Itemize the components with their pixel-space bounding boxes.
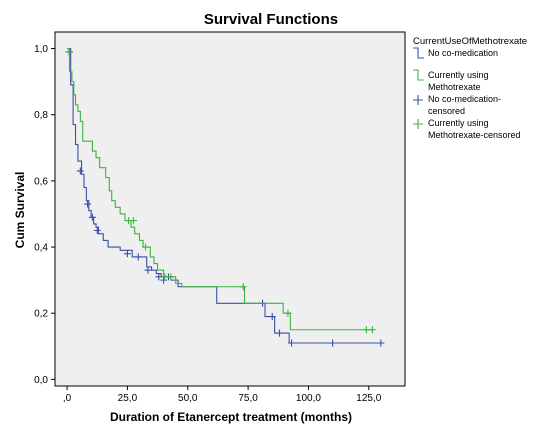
y-tick-label: 1,0 xyxy=(34,44,48,55)
x-tick-label: 25,0 xyxy=(118,393,138,404)
censor-mark-0 xyxy=(123,250,131,258)
legend-label: Methotrexate-censored xyxy=(428,130,521,140)
censor-mark-0 xyxy=(76,167,84,175)
censor-mark-0 xyxy=(329,339,337,347)
y-tick-label: 0,0 xyxy=(34,375,48,386)
legend-label: Currently using xyxy=(428,118,489,128)
censor-mark-0 xyxy=(377,339,385,347)
censor-mark-0 xyxy=(93,227,101,235)
y-tick-label: 0,4 xyxy=(34,243,48,254)
censor-mark-1 xyxy=(284,309,292,317)
censor-mark-0 xyxy=(134,253,142,261)
y-tick-label: 0,8 xyxy=(34,110,48,121)
x-tick-label: 100,0 xyxy=(296,393,321,404)
censor-mark-0 xyxy=(288,339,296,347)
chart-title: Survival Functions xyxy=(204,11,338,28)
legend-title: CurrentUseOfMethotrexate xyxy=(413,36,527,47)
legend-label: Methotrexate xyxy=(428,82,481,92)
y-tick-label: 0,2 xyxy=(34,309,48,320)
censor-mark-0 xyxy=(88,213,96,221)
plot-area xyxy=(54,31,406,387)
x-tick-label: 75,0 xyxy=(238,393,258,404)
y-axis: 0,0 0,2 0,4 0,6 0,8 1,0 xyxy=(34,44,55,386)
censor-mark-1 xyxy=(142,243,150,251)
legend-label: No co-medication- xyxy=(428,94,501,104)
legend-step-icon xyxy=(413,69,424,81)
censor-mark-1 xyxy=(129,217,137,225)
y-tick-label: 0,6 xyxy=(34,176,48,187)
series-layer xyxy=(65,47,385,347)
censor-mark-0 xyxy=(144,266,152,274)
legend-label: No co-medication xyxy=(428,48,498,58)
legend-step-icon xyxy=(413,47,424,59)
x-axis: ,0 25,0 50,0 75,0 100,0 125,0 xyxy=(63,386,382,404)
censor-mark-0 xyxy=(275,329,283,337)
censor-mark-0 xyxy=(84,200,92,208)
censor-mark-1 xyxy=(362,326,370,334)
legend: CurrentUseOfMethotrexate No co-medicatio… xyxy=(413,36,527,140)
censor-mark-1 xyxy=(368,326,376,334)
legend-label: censored xyxy=(428,106,465,116)
censor-mark-0 xyxy=(268,313,276,321)
x-axis-label: Duration of Etanercept treatment (months… xyxy=(110,410,352,424)
legend-plus-icon xyxy=(413,119,423,129)
censor-mark-1 xyxy=(167,273,175,281)
censor-mark-0 xyxy=(155,273,163,281)
y-axis-label: Cum Survival xyxy=(13,172,27,249)
legend-label: Currently using xyxy=(428,70,489,80)
censor-mark-1 xyxy=(161,273,169,281)
x-tick-label: 125,0 xyxy=(356,393,381,404)
x-tick-label: 50,0 xyxy=(178,393,198,404)
legend-plus-icon xyxy=(413,95,423,105)
censor-mark-0 xyxy=(160,276,168,284)
series-line-1 xyxy=(67,47,374,331)
x-tick-label: ,0 xyxy=(63,393,72,404)
censor-mark-1 xyxy=(65,48,73,56)
censor-mark-1 xyxy=(239,283,247,291)
